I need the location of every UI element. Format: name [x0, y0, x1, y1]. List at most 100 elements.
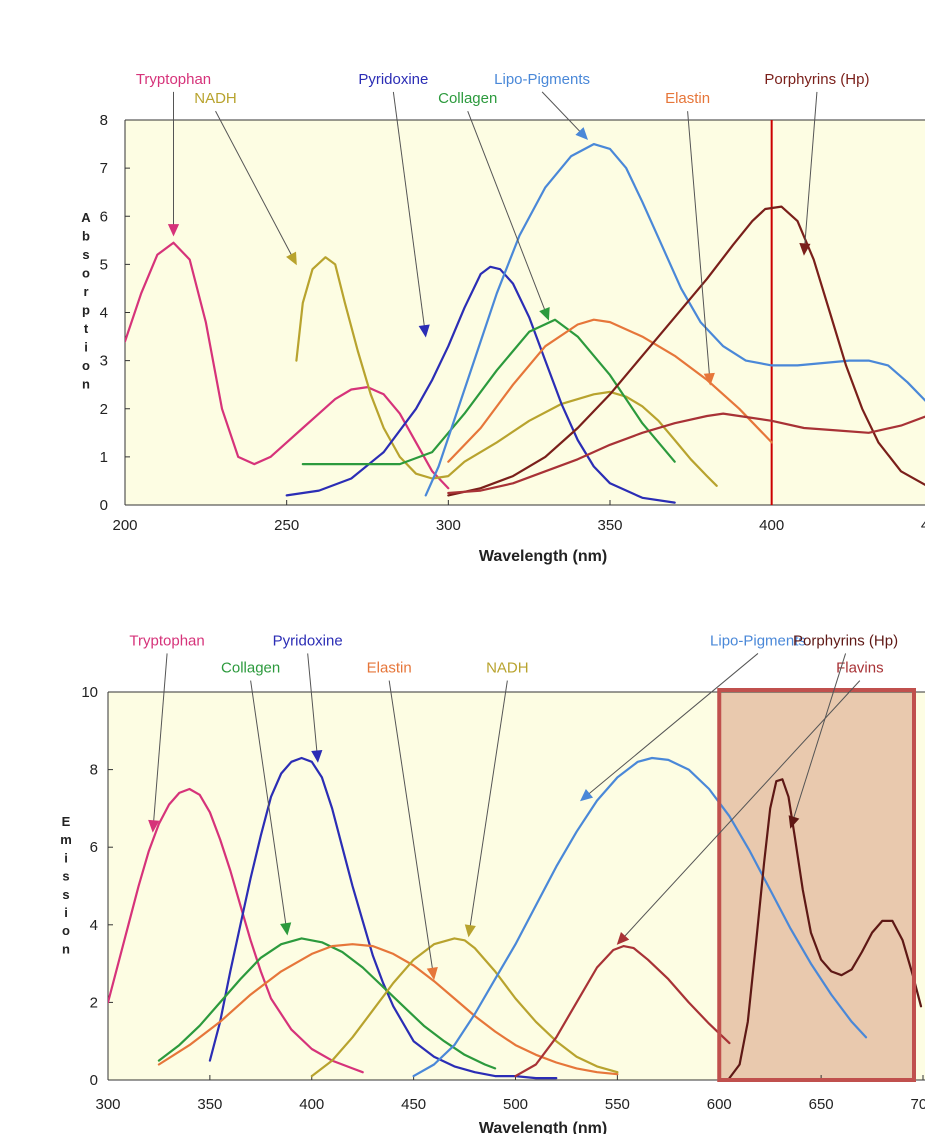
callout-line-pyridoxine — [307, 653, 318, 751]
series-label-tryptophan: Tryptophan — [136, 71, 211, 88]
callout-arrowhead-pyridoxine — [311, 749, 323, 763]
series-label-porphyrins-hp: Porphyrins (Hp) — [764, 71, 869, 88]
y-tick-label: 1 — [100, 449, 108, 466]
emission-chart: 300 350 400 450 500 550 600 650 700 0 2 4 6 8 10 Wavele… — [60, 632, 925, 1137]
series-label-elastin: Elastin — [367, 660, 412, 677]
callout-arrowhead-elastin — [426, 967, 438, 981]
y-tick-label: 2 — [100, 401, 108, 418]
series-label-nadh: NADH — [486, 660, 529, 677]
y-tick-label: 4 — [100, 305, 108, 322]
y-tick-label: 3 — [100, 353, 108, 370]
x-tick-label: 350 — [197, 1096, 222, 1113]
callout-line-elastin — [388, 680, 433, 969]
callout-line-collagen — [467, 110, 546, 310]
series-line-pyridoxine — [208, 756, 558, 1080]
callout-line-lipo-pigments — [541, 91, 581, 132]
x-tick-label: 300 — [436, 517, 461, 534]
y-tick-label: 8 — [90, 762, 98, 779]
callout-arrowhead-lipo-pigments — [579, 789, 594, 802]
series-line-flavins — [514, 945, 731, 1078]
y-tick-label: 7 — [100, 160, 108, 177]
y-tick-label: 8 — [100, 112, 108, 129]
callout-line-tryptophan — [153, 653, 168, 821]
series-label-pyridoxine: Pyridoxine — [358, 71, 428, 88]
x-tick-label: 250 — [274, 517, 299, 534]
series-label-lipo-pigments: Lipo-Pigments — [494, 71, 590, 88]
callout-line-elastin — [687, 111, 710, 374]
series-line-pyridoxine — [285, 265, 676, 504]
plot-area — [125, 120, 925, 505]
x-tick-label: 300 — [95, 1096, 120, 1113]
y-tick-label: 0 — [100, 497, 108, 514]
series-line-elastin — [447, 318, 773, 463]
series-group — [108, 756, 923, 1080]
series-line-porphyrins-hp — [447, 205, 925, 497]
series-label-elastin: Elastin — [665, 90, 710, 107]
series-line-tryptophan — [125, 241, 450, 490]
x-tick-label: 600 — [707, 1096, 732, 1113]
highlight-border — [717, 688, 916, 1082]
callout-arrowhead-porphyrins-hp — [799, 242, 811, 256]
x-tick-label: 400 — [299, 1096, 324, 1113]
series-line-lipo-pigments — [412, 756, 868, 1078]
x-axis-title: Wavelength (nm) — [479, 548, 607, 565]
series-line-elastin — [157, 943, 619, 1076]
callout-arrowhead-pyridoxine — [418, 324, 430, 338]
absorption-chart: 200250300350400450500012345678Wavelength… — [81, 71, 925, 565]
callout-line-lipo-pigments — [588, 653, 759, 794]
series-label-nadh: NADH — [194, 90, 237, 107]
series-label-tryptophan: Tryptophan — [129, 632, 204, 649]
series-label-collagen: Collagen — [438, 90, 497, 107]
y-tick-label: 10 — [81, 684, 98, 701]
y-tick-label: 6 — [90, 839, 98, 856]
callout-arrowhead-porphyrins-hp — [788, 815, 800, 829]
y-tick-label: 4 — [90, 917, 98, 934]
callout-arrowhead-flavins — [616, 932, 630, 945]
x-tick-label: 200 — [112, 517, 137, 534]
series-label-lipo-pigments: Lipo-Pigments — [710, 632, 806, 649]
callout-line-nadh — [215, 110, 292, 255]
callout-line-porphyrins-hp — [804, 91, 818, 244]
series-line-porphyrins-hp — [728, 778, 923, 1080]
callout-arrowhead-tryptophan — [167, 224, 180, 237]
series-label-flavins: Flavins — [836, 660, 884, 677]
x-tick-label: 450 — [401, 1096, 426, 1113]
y-tick-label: 6 — [100, 208, 108, 225]
callout-line-nadh — [469, 680, 508, 926]
callout-arrowhead-elastin — [703, 372, 715, 386]
series-line-collagen — [301, 318, 676, 466]
callout-arrowhead-nadh — [464, 924, 476, 938]
series-label-porphyrins-hp: Porphyrins (Hp) — [793, 632, 898, 649]
series-line-lipo-pigments — [424, 143, 925, 497]
x-tick-label: 500 — [503, 1096, 528, 1113]
x-tick-label: 700 — [910, 1096, 925, 1113]
series-group — [125, 143, 925, 504]
callout-line-collagen — [250, 680, 287, 924]
y-tick-label: 0 — [90, 1072, 98, 1089]
callout-arrowhead-collagen — [539, 307, 550, 321]
series-line-nadh — [310, 937, 619, 1078]
callout-line-flavins — [624, 680, 861, 937]
callout-arrowhead-nadh — [286, 251, 297, 266]
y-tick-label: 5 — [100, 256, 108, 273]
x-tick-label: 400 — [759, 517, 784, 534]
x-tick-label: 450 — [921, 517, 925, 534]
series-line-flavins — [447, 412, 925, 495]
series-line-nadh — [295, 256, 718, 487]
series-line-tryptophan — [108, 787, 364, 1074]
x-axis-title: Wavelength (nm) — [479, 1120, 607, 1134]
series-label-collagen: Collagen — [221, 660, 280, 677]
callout-line-pyridoxine — [392, 91, 425, 326]
callout-line-porphyrins-hp — [793, 653, 847, 818]
x-tick-label: 650 — [809, 1096, 834, 1113]
x-tick-label: 350 — [597, 517, 622, 534]
callout-arrowhead-collagen — [280, 922, 292, 936]
series-label-pyridoxine: Pyridoxine — [273, 632, 343, 649]
callout-arrowhead-lipo-pigments — [575, 127, 589, 140]
highlight-region — [719, 691, 914, 1080]
x-tick-label: 550 — [605, 1096, 630, 1113]
